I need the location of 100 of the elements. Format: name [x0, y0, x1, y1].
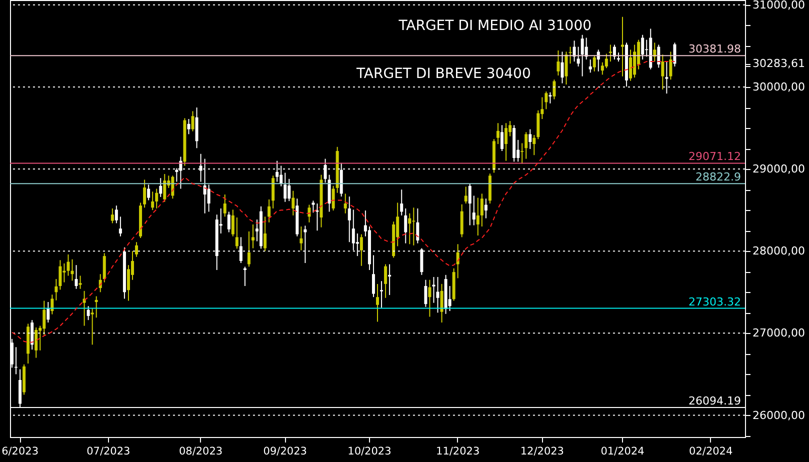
- candlestick: [436, 276, 440, 314]
- candlestick: [227, 211, 230, 233]
- annotation: TARGET DI MEDIO AI 31000: [398, 18, 592, 34]
- candlestick: [416, 208, 420, 244]
- candlestick: [400, 189, 404, 216]
- candlestick: [312, 200, 315, 214]
- candlestick: [496, 122, 500, 145]
- candlestick: [247, 230, 250, 268]
- candlestick: [300, 226, 303, 251]
- candlestick: [268, 198, 271, 223]
- y-tick-label: 30283,61: [752, 57, 805, 70]
- candlestick: [207, 184, 210, 212]
- y-tick-label: 30000,00: [752, 80, 805, 94]
- candlestick: [147, 184, 150, 201]
- candlestick: [284, 172, 287, 202]
- x-tick-label: 08/2023: [178, 446, 223, 458]
- candlestick: [163, 173, 166, 202]
- candlestick: [440, 283, 444, 324]
- candlestick: [408, 212, 412, 245]
- candlestick: [556, 50, 560, 76]
- annotation: TARGET DI BREVE 30400: [355, 66, 531, 82]
- candlestick: [360, 234, 363, 266]
- candlestick: [580, 34, 584, 77]
- candlestick: [388, 264, 392, 296]
- candlestick: [195, 107, 198, 149]
- x-tick-label: 6/2023: [2, 446, 39, 458]
- x-tick-label: 01/2024: [600, 446, 645, 458]
- candlestick: [187, 118, 190, 135]
- ref-line-label: 28822.9: [696, 170, 741, 184]
- candlestick: [528, 128, 532, 150]
- ref-line-label: 26094.19: [688, 394, 741, 408]
- candlestick: [548, 92, 552, 104]
- candlestick: [110, 208, 114, 224]
- candlestick: [424, 279, 428, 308]
- candlestick: [223, 194, 226, 218]
- candlestick: [231, 209, 234, 237]
- x-tick-label: 02/2024: [689, 446, 733, 458]
- candlestick: [604, 53, 608, 69]
- candlestick: [536, 110, 540, 140]
- candlestick: [66, 254, 70, 276]
- candlestick: [151, 191, 154, 211]
- candlestick: [272, 175, 275, 209]
- candlestick: [520, 142, 524, 164]
- candlestick: [480, 193, 484, 227]
- x-tick-label: 07/2023: [86, 446, 130, 458]
- candlestick: [74, 264, 78, 290]
- y-tick-label: 26000,00: [752, 408, 805, 422]
- candlestick: [428, 279, 432, 318]
- candlestick: [94, 296, 98, 318]
- candlestick: [661, 54, 664, 90]
- ref-line-label: 27303.32: [688, 295, 741, 308]
- y-tick-label: 27000,00: [752, 326, 805, 340]
- x-tick-label: 11/2023: [436, 446, 480, 458]
- candlestick: [191, 110, 194, 132]
- candlestick: [344, 193, 347, 214]
- candlestick: [264, 216, 267, 252]
- candlestick: [143, 179, 146, 208]
- candlestick: [348, 196, 351, 243]
- candlestick: [468, 183, 472, 226]
- candlestick: [560, 51, 564, 84]
- candlestick: [532, 134, 536, 156]
- candlestick: [380, 280, 384, 308]
- candlestick: [641, 34, 644, 60]
- candlestick: [588, 59, 592, 74]
- candlestick: [484, 198, 488, 219]
- candlestick: [86, 306, 90, 321]
- candlestick: [46, 302, 50, 324]
- candlestick: [288, 178, 291, 202]
- candlestick: [42, 300, 46, 336]
- candlestick: [135, 242, 138, 258]
- candlestick: [633, 44, 636, 78]
- y-tick-label: 29000,00: [752, 162, 805, 176]
- candlestick: [90, 308, 94, 346]
- candlestick: [669, 51, 672, 80]
- candlestick: [114, 205, 118, 224]
- ref-line-label: 30381.98: [688, 42, 741, 56]
- candlestick: [432, 276, 436, 304]
- candlestick: [50, 294, 54, 315]
- candlestick: [600, 62, 604, 76]
- candlestick: [34, 326, 38, 358]
- candlestick: [524, 132, 528, 160]
- candlestick: [576, 46, 580, 67]
- candlestick: [328, 174, 331, 212]
- y-tick-label: 28000,00: [752, 244, 805, 258]
- candlestick: [332, 185, 335, 211]
- x-tick-label: 09/2023: [263, 446, 307, 458]
- candlestick: [372, 254, 375, 298]
- candlestick: [544, 91, 548, 110]
- candlestick: [384, 264, 388, 298]
- candlestick: [102, 252, 106, 283]
- candlestick: [243, 266, 246, 286]
- candlestick: [251, 224, 254, 249]
- candlestick: [235, 216, 238, 250]
- candlestick: [472, 195, 476, 226]
- candlestick: [70, 258, 74, 282]
- candlestick: [118, 216, 122, 237]
- y-tick-label: 31000,00: [752, 0, 805, 12]
- candlestick: [126, 264, 130, 302]
- candlestick: [464, 186, 468, 204]
- candlestick: [621, 16, 624, 77]
